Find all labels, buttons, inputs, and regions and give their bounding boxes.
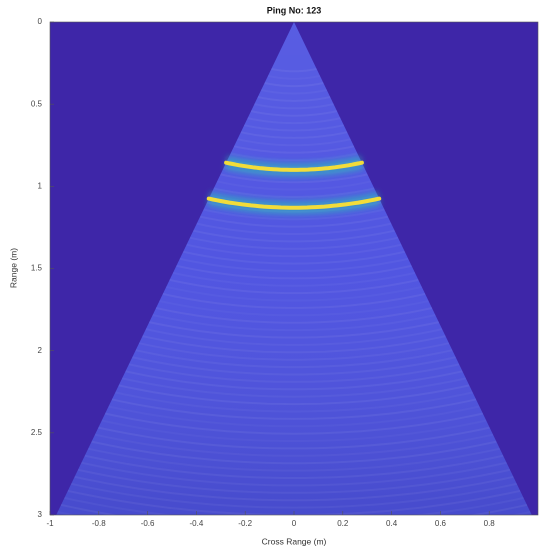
speckle-band: [176, 264, 412, 280]
speckle-band: [213, 187, 375, 198]
x-axis-label: Cross Range (m): [262, 536, 327, 546]
chart-title: Ping No: 123: [267, 5, 322, 15]
speckle-band: [271, 67, 317, 73]
speckle-band: [233, 145, 355, 154]
speckle-band: [254, 103, 334, 110]
speckle-band: [240, 131, 348, 139]
speckle-band: [111, 398, 477, 420]
x-tick-label: -1: [46, 519, 54, 528]
y-tick-label: 0.5: [31, 99, 43, 108]
speckle-band: [193, 229, 395, 243]
speckle-band: [162, 292, 426, 309]
speckle-band: [196, 222, 392, 235]
speckle-band: [77, 468, 511, 494]
speckle-band: [257, 96, 331, 102]
speckle-band: [220, 173, 368, 184]
speckle-band: [64, 496, 524, 515]
speckle-band: [189, 236, 399, 250]
speckle-band: [243, 124, 345, 132]
speckle-band: [104, 412, 484, 435]
y-tick-label: 0: [38, 17, 43, 26]
speckle-band: [118, 384, 470, 406]
speckle-band: [98, 426, 490, 450]
x-tick-label: 0: [292, 519, 297, 528]
plot-area: [50, 22, 538, 515]
x-tick-label: 0.4: [386, 519, 398, 528]
speckle-band: [250, 110, 338, 117]
y-tick-label: 1.5: [31, 264, 43, 273]
speckle-band: [169, 278, 419, 295]
speckle-band: [128, 363, 460, 383]
speckle-band: [74, 475, 514, 502]
x-tick-label: 0.6: [435, 519, 447, 528]
axes: -1 -0.8 -0.6 -0.4 -0.2 0 0.2 0.4 0.6 0.8 0 0.5 1 1.5 2…: [31, 17, 539, 528]
speckle-band: [67, 489, 521, 515]
x-tick-label: 0.8: [484, 519, 496, 528]
speckle-band: [91, 440, 497, 465]
y-axis-label: Range (m): [8, 248, 18, 288]
y-tick-label: 1: [38, 181, 43, 190]
x-tick-label: 0.2: [337, 519, 349, 528]
echo-arc: [224, 160, 364, 172]
speckle-band: [135, 349, 453, 369]
speckle-band: [182, 250, 406, 265]
speckle-band: [264, 82, 324, 88]
speckle-band: [125, 370, 463, 391]
speckle-band: [121, 377, 467, 398]
sector-shading: [56, 22, 532, 515]
speckle-band: [132, 356, 456, 376]
speckle-band: [84, 454, 504, 479]
speckle-band: [247, 117, 341, 125]
speckle-band: [70, 482, 518, 509]
speckle-band: [81, 461, 507, 487]
speckle-band: [148, 321, 440, 339]
speckle-band: [186, 243, 402, 258]
y-tick-label: 2.5: [31, 428, 43, 437]
x-tick-label: -0.4: [190, 519, 204, 528]
speckle-band: [142, 335, 446, 354]
echo-arc: [206, 196, 382, 210]
speckle-band: [230, 152, 358, 161]
x-tick-label: -0.6: [141, 519, 155, 528]
speckle-band: [87, 447, 501, 472]
speckle-band: [138, 342, 450, 361]
y-tick-label: 2: [38, 346, 43, 355]
y-tick-label: 3: [38, 510, 43, 519]
speckle-band: [203, 208, 385, 221]
x-tick-label: -0.2: [238, 519, 252, 528]
speckle-band: [199, 215, 389, 228]
speckle-band: [237, 138, 351, 147]
speckle-band: [261, 89, 327, 95]
x-tick-label: -0.8: [92, 519, 106, 528]
speckle-band: [179, 257, 409, 273]
speckle-band: [145, 328, 443, 346]
speckle-band: [155, 307, 433, 324]
